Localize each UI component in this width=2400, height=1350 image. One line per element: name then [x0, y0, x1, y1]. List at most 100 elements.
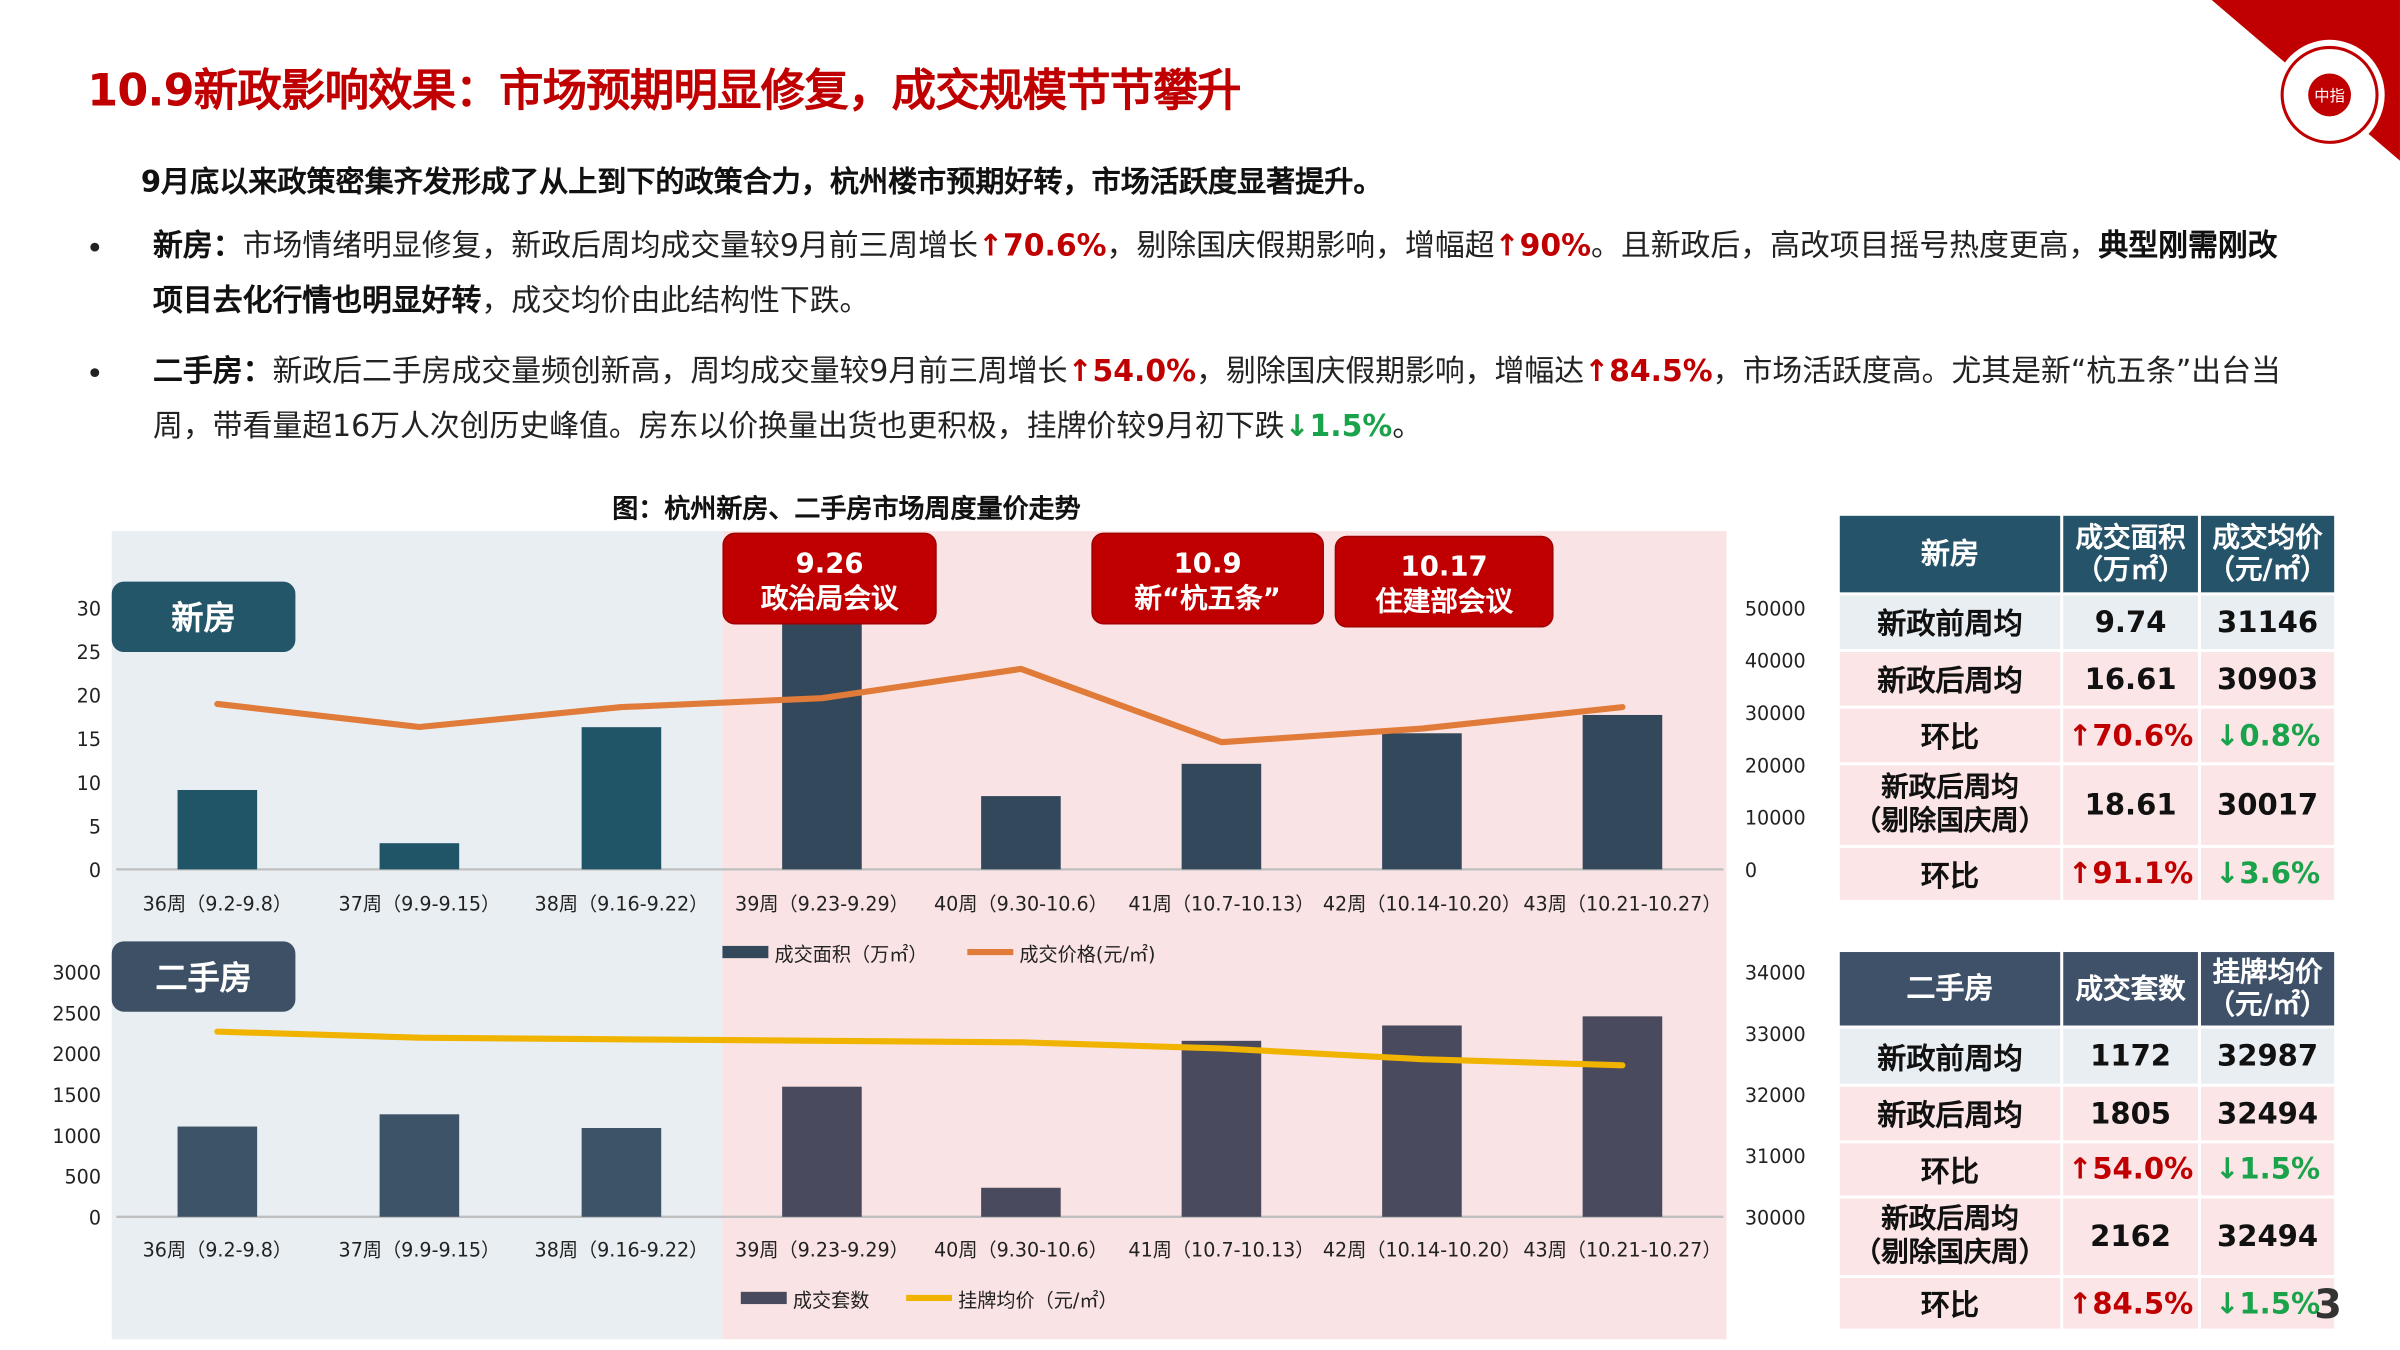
china-index-academy-logo: 中指 — [2204, 0, 2400, 184]
table-cell: ↑54.0% — [2060, 1140, 2202, 1199]
table-cell: 环比 — [1836, 1274, 2064, 1332]
x-tick-label: 36周（9.2-9.8） — [143, 893, 292, 916]
bar — [379, 1114, 460, 1217]
y-tick-left: 2000 — [52, 1043, 101, 1066]
y-tick-right: 32000 — [1745, 1084, 1806, 1107]
table-row: 环比 ↑84.5% ↓1.5% — [1836, 1274, 2338, 1332]
table-header: 二手房 成交套数 挂牌均价 （元/㎡） — [1836, 948, 2338, 1029]
table-row: 新政后周均 1805 32494 — [1836, 1083, 2338, 1144]
table-cell: 新政后周均 — [1836, 1083, 2064, 1144]
y-tick-right: 33000 — [1745, 1023, 1806, 1046]
table-cell: 9.74 — [2060, 592, 2202, 653]
y-tick-right: 40000 — [1745, 650, 1806, 673]
header-cell: 成交均价 （元/㎡） — [2197, 512, 2338, 596]
bar — [1382, 733, 1462, 870]
table-row: 环比 ↑70.6% ↓0.8% — [1836, 705, 2338, 766]
resale-summary: 二手房：新政后二手房成交量频创新高，周均成交量较9月前三周增长↑54.0%，剔除… — [153, 353, 2281, 444]
y-tick-left: 2500 — [52, 1002, 101, 1025]
table-cell: 32494 — [2197, 1195, 2338, 1279]
table-cell: ↓3.6% — [2197, 844, 2338, 904]
x-tick-label: 41周（10.7-10.13） — [1128, 1239, 1314, 1262]
event-date: 9.26 — [795, 547, 864, 581]
table-cell: 1805 — [2060, 1083, 2202, 1144]
table-cell: 30903 — [2197, 648, 2338, 709]
svg-text:中指: 中指 — [2314, 87, 2345, 105]
event-name: 政治局会议 — [760, 583, 899, 616]
new-house-summary: 新房：市场情绪明显修复，新政后周均成交量较9月前三周增长↑70.6%，剔除国庆假… — [153, 228, 2278, 319]
y-tick-left: 10 — [77, 772, 101, 795]
y-tick-left: 0 — [89, 859, 101, 882]
page-number: 3 — [2314, 1282, 2342, 1329]
x-tick-label: 38周（9.16-9.22） — [535, 893, 709, 916]
table-cell: ↓0.8% — [2197, 705, 2338, 766]
table-cell: 18.61 — [2060, 762, 2202, 848]
table-cell: 32494 — [2197, 1083, 2338, 1144]
bar — [177, 789, 258, 870]
y-tick-right: 0 — [1745, 859, 1757, 882]
x-tick-label: 39周（9.23-9.29） — [735, 893, 909, 916]
table-cell: 32987 — [2197, 1025, 2338, 1087]
y-tick-left: 25 — [77, 641, 101, 664]
y-tick-left: 500 — [65, 1166, 102, 1189]
x-tick-label: 37周（9.9-9.15） — [339, 893, 501, 916]
table-row: 环比 ↑91.1% ↓3.6% — [1836, 844, 2338, 904]
table-cell: 环比 — [1836, 844, 2064, 904]
y-tick-left: 1000 — [52, 1125, 101, 1148]
resale-tag: 二手房 — [111, 941, 296, 1012]
x-tick-label: 41周（10.7-10.13） — [1128, 893, 1314, 916]
x-tick-label: 39周（9.23-9.29） — [735, 1239, 909, 1262]
y-tick-left: 15 — [77, 728, 101, 751]
bar — [581, 727, 662, 870]
event-date: 10.9 — [1173, 547, 1242, 581]
y-tick-right: 34000 — [1745, 962, 1806, 985]
legend-label: 成交价格(元/㎡) — [1019, 943, 1155, 966]
event-name: 住建部会议 — [1375, 586, 1513, 619]
new-house-tag: 新房 — [111, 581, 296, 653]
y-tick-right: 20000 — [1745, 754, 1806, 777]
y-tick-left: 0 — [89, 1206, 101, 1229]
table-cell: ↓1.5% — [2197, 1274, 2338, 1332]
x-tick-label: 40周（9.30-10.6） — [934, 1239, 1108, 1262]
table-cell: 16.61 — [2060, 648, 2202, 709]
bar — [581, 1128, 662, 1217]
new-house-table: 新房 成交面积 （万㎡） 成交均价 （元/㎡） 新政前周均 9.74 31146 新政后周均… — [1836, 512, 2338, 904]
bar — [1582, 1016, 1663, 1217]
bullet: • — [85, 229, 104, 267]
table-cell: ↑84.5% — [2060, 1274, 2202, 1332]
event-date: 10.17 — [1400, 551, 1488, 584]
table-cell: 新政后周均 — [1836, 648, 2064, 709]
series-line — [214, 1028, 1626, 1069]
table-cell: 1172 — [2060, 1025, 2202, 1087]
event-box: 10.17 住建部会议 — [1334, 535, 1554, 628]
bar — [379, 843, 460, 870]
legend-label: 挂牌均价（元/㎡） — [958, 1289, 1117, 1312]
y-tick-right: 10000 — [1745, 807, 1806, 830]
figure-title: 图：杭州新房、二手房市场周度量价走势 — [612, 494, 1081, 525]
x-tick-label: 36周（9.2-9.8） — [143, 1239, 292, 1262]
y-tick-left: 3000 — [52, 962, 101, 985]
bar — [1181, 763, 1262, 870]
event-box: 10.9 新“杭五条” — [1091, 532, 1324, 625]
y-tick-right: 30000 — [1745, 702, 1806, 725]
bar — [1582, 714, 1663, 870]
legend-swatch-bar — [740, 1291, 787, 1305]
bar — [1181, 1040, 1262, 1217]
table-row: 新政前周均 1172 32987 — [1836, 1025, 2338, 1087]
x-tick-label: 37周（9.9-9.15） — [339, 1239, 501, 1262]
bar — [177, 1126, 258, 1217]
table-cell: 新政后周均 （剔除国庆周） — [1836, 762, 2064, 848]
resale-table: 二手房 成交套数 挂牌均价 （元/㎡） 新政前周均 1172 32987 新政后周均 1805… — [1836, 948, 2338, 1332]
table-row: 新政后周均 16.61 30903 — [1836, 648, 2338, 709]
y-tick-left: 5 — [89, 815, 101, 838]
header-cell: 成交套数 — [2060, 948, 2202, 1029]
x-tick-label: 43周（10.21-10.27） — [1523, 1239, 1721, 1262]
y-tick-left: 1500 — [52, 1084, 101, 1107]
table-cell: ↑91.1% — [2060, 844, 2202, 904]
y-tick-right: 31000 — [1745, 1145, 1806, 1168]
summary-lead: 9月底以来政策密集齐发形成了从上到下的政策合力，杭州楼市预期好转，市场活跃度显著… — [140, 165, 1383, 199]
x-tick-label: 38周（9.16-9.22） — [535, 1239, 709, 1262]
table-cell: 新政前周均 — [1836, 592, 2064, 653]
x-tick-label: 42周（10.14-10.20） — [1323, 1239, 1521, 1262]
